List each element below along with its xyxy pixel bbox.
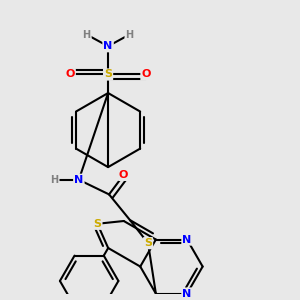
Text: S: S [93,219,101,229]
Text: H: H [125,29,134,40]
Text: N: N [182,235,192,244]
Text: O: O [119,170,128,180]
Text: O: O [65,70,75,80]
Text: H: H [82,29,91,40]
Text: N: N [74,175,83,185]
Text: H: H [50,175,59,185]
Text: S: S [144,238,152,248]
Text: O: O [141,70,151,80]
Text: N: N [103,41,113,51]
Text: N: N [182,289,192,298]
Text: S: S [104,70,112,80]
